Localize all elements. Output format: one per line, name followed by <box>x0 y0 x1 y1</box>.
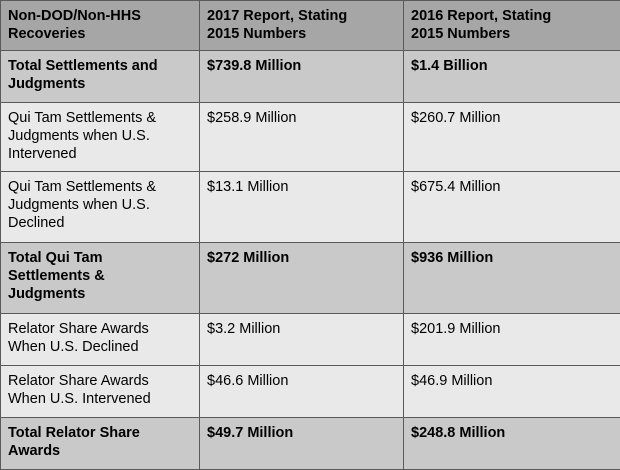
row-label: Relator Share Awards When U.S. Intervene… <box>8 373 151 407</box>
row-label-cell: Relator Share Awards When U.S. Declined <box>1 314 200 366</box>
value-2017: $739.8 Million <box>207 58 301 74</box>
value-2016: $248.8 Million <box>411 425 505 441</box>
row-label-cell: Qui Tam Settlements & Judgments when U.S… <box>1 172 200 243</box>
value-2017-cell: $739.8 Million <box>200 51 404 103</box>
value-2016-cell: $936 Million <box>404 243 620 314</box>
value-2017: $13.1 Million <box>207 179 288 195</box>
value-2016-cell: $260.7 Million <box>404 103 620 172</box>
header-2016-cell: 2016 Report, Stating 2015 Numbers <box>404 1 620 51</box>
table-row: Total Relator Share Awards $49.7 Million… <box>1 418 620 470</box>
value-2016-cell: $1.4 Billion <box>404 51 620 103</box>
value-2016: $1.4 Billion <box>411 58 488 74</box>
value-2017: $46.6 Million <box>207 373 288 389</box>
value-2016-cell: $675.4 Million <box>404 172 620 243</box>
value-2016: $675.4 Million <box>411 179 500 195</box>
header-2016-report: 2016 Report, Stating 2015 Numbers <box>411 8 551 42</box>
row-label-cell: Relator Share Awards When U.S. Intervene… <box>1 366 200 418</box>
header-2017-report: 2017 Report, Stating 2015 Numbers <box>207 8 347 42</box>
row-label: Relator Share Awards When U.S. Declined <box>8 321 149 355</box>
table-row: Relator Share Awards When U.S. Declined … <box>1 314 620 366</box>
value-2016: $260.7 Million <box>411 110 500 126</box>
row-label-cell: Qui Tam Settlements & Judgments when U.S… <box>1 103 200 172</box>
row-label-cell: Total Settlements and Judgments <box>1 51 200 103</box>
value-2017: $272 Million <box>207 250 289 266</box>
header-2017-cell: 2017 Report, Stating 2015 Numbers <box>200 1 404 51</box>
row-label: Qui Tam Settlements & Judgments when U.S… <box>8 110 156 162</box>
row-label: Total Relator Share Awards <box>8 425 140 459</box>
value-2017-cell: $13.1 Million <box>200 172 404 243</box>
row-label: Total Settlements and Judgments <box>8 58 158 92</box>
value-2017-cell: $258.9 Million <box>200 103 404 172</box>
table-row: Qui Tam Settlements & Judgments when U.S… <box>1 103 620 172</box>
header-category: Non-DOD/Non-HHS Recoveries <box>8 8 141 42</box>
value-2017: $49.7 Million <box>207 425 293 441</box>
value-2017: $258.9 Million <box>207 110 296 126</box>
value-2017-cell: $3.2 Million <box>200 314 404 366</box>
row-label-cell: Total Qui Tam Settlements & Judgments <box>1 243 200 314</box>
value-2016-cell: $201.9 Million <box>404 314 620 366</box>
row-label: Qui Tam Settlements & Judgments when U.S… <box>8 179 156 231</box>
header-category-cell: Non-DOD/Non-HHS Recoveries <box>1 1 200 51</box>
value-2016-cell: $248.8 Million <box>404 418 620 470</box>
value-2016: $201.9 Million <box>411 321 500 337</box>
table-row: Total Qui Tam Settlements & Judgments $2… <box>1 243 620 314</box>
value-2017-cell: $272 Million <box>200 243 404 314</box>
value-2016: $936 Million <box>411 250 493 266</box>
value-2017-cell: $46.6 Million <box>200 366 404 418</box>
value-2016-cell: $46.9 Million <box>404 366 620 418</box>
table-row: Qui Tam Settlements & Judgments when U.S… <box>1 172 620 243</box>
header-row: Non-DOD/Non-HHS Recoveries 2017 Report, … <box>1 1 620 51</box>
value-2017-cell: $49.7 Million <box>200 418 404 470</box>
table-row: Total Settlements and Judgments $739.8 M… <box>1 51 620 103</box>
value-2016: $46.9 Million <box>411 373 492 389</box>
table-row: Relator Share Awards When U.S. Intervene… <box>1 366 620 418</box>
value-2017: $3.2 Million <box>207 321 280 337</box>
row-label: Total Qui Tam Settlements & Judgments <box>8 250 105 302</box>
row-label-cell: Total Relator Share Awards <box>1 418 200 470</box>
